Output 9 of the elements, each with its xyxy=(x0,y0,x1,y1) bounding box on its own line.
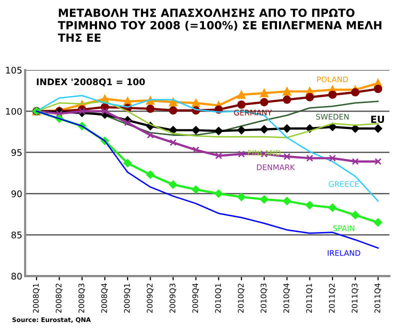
y-tick-label: 100 xyxy=(6,108,22,115)
y-tick-label: 105 xyxy=(6,66,22,74)
chart-title: ΜΕΤΑΒΟΛΗ ΤΗΣ ΑΠΑΣΧΟΛΗΣΗΣ ΑΠΟ ΤΟ ΠΡΩΤΟ ΤΡΙΜΗΝΟ ΤΟΥ 2008 (=100%) ΣΕ ΕΠΙΛΕΓΜΕΝΑ ΜΕΛΗ ΤΗΣ ΕΕ xyxy=(58,8,382,42)
text: INDEX '2008Q1 = 100 xyxy=(36,78,145,86)
y-tick-label: 90 xyxy=(11,190,22,198)
y-tick-label: 85 xyxy=(11,232,22,238)
y-tick-label: 95 xyxy=(11,149,22,156)
series-label: EU xyxy=(371,116,384,124)
y-tick-label: 80 xyxy=(11,272,22,280)
